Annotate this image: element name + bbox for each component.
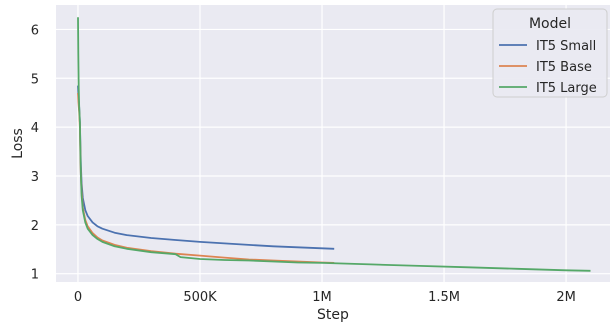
- y-tick-label: 5: [31, 72, 39, 87]
- series-line-it5-large: [77, 17, 591, 272]
- y-tick-label: 2: [31, 219, 39, 234]
- x-tick-label: 1.5M: [428, 290, 460, 305]
- legend-label-it5-large: IT5 Large: [536, 81, 597, 96]
- legend-label-it5-small: IT5 Small: [536, 39, 596, 54]
- x-tick-labels: 0 500K 1M 1.5M 2M: [74, 290, 576, 305]
- legend-label-it5-base: IT5 Base: [536, 60, 592, 75]
- x-tick-label: 2M: [556, 290, 576, 305]
- x-tick-label: 1M: [312, 290, 332, 305]
- y-tick-labels: 1 2 3 4 5 6: [31, 23, 39, 282]
- legend-box: [492, 8, 608, 98]
- legend-items: IT5 Small IT5 Base IT5 Large: [499, 39, 597, 96]
- y-tick-label: 4: [31, 121, 39, 136]
- y-tick-label: 6: [31, 23, 39, 38]
- legend: Model IT5 Small IT5 Base IT5 Large: [492, 8, 608, 98]
- y-axis-label: Loss: [10, 128, 26, 159]
- x-tick-label: 0: [74, 290, 82, 305]
- legend-title: Model: [529, 16, 571, 32]
- x-tick-label: 500K: [183, 290, 217, 305]
- x-axis-label: Step: [317, 307, 349, 323]
- y-tick-label: 3: [31, 170, 39, 185]
- y-tick-label: 1: [31, 268, 39, 283]
- series-layer: [77, 17, 591, 272]
